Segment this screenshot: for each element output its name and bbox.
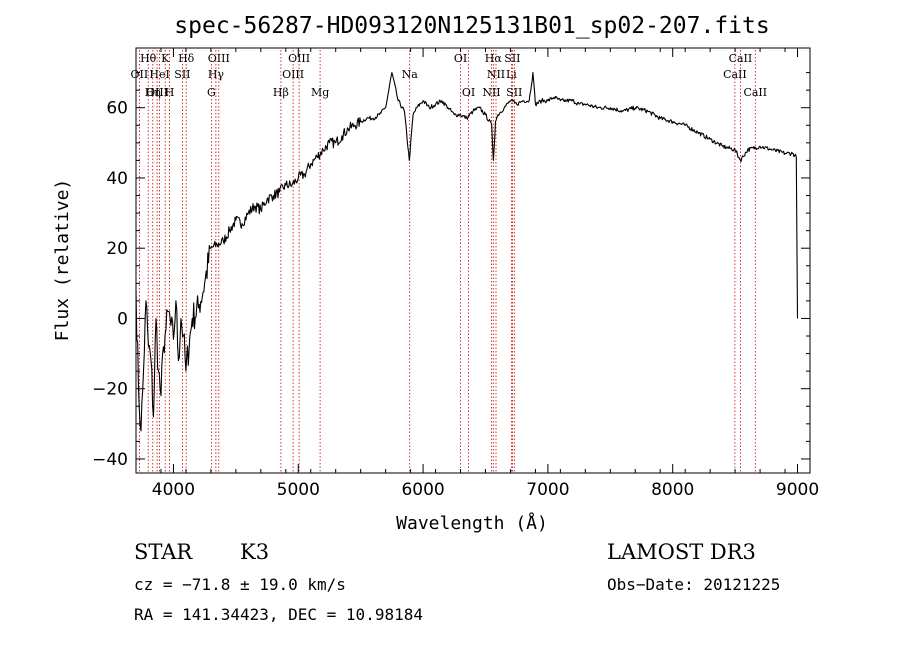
spectral-line-label: CaII: [743, 86, 767, 99]
obs-date: Obs−Date: 20121225: [607, 575, 780, 594]
spectral-line-label: Hδ: [178, 52, 195, 65]
spectral-line-label: HeI: [149, 68, 169, 81]
y-axis: −40 −20 0 20 40 60: [92, 72, 810, 470]
spectral-line-label: CaII: [723, 68, 747, 81]
x-tick-label: 4000: [152, 480, 195, 500]
spectral-line-label: NII: [482, 86, 500, 99]
y-tick-label: 40: [106, 169, 128, 189]
spectral-line-label: Na: [402, 68, 419, 81]
x-tick-label: 9000: [776, 480, 819, 500]
spectrum-line: [135, 72, 799, 432]
chart-title: spec-56287-HD093120N125131B01_sp02-207.f…: [174, 13, 769, 39]
spectral-line-label: Mg: [311, 86, 329, 99]
x-axis-label: Wavelength (Å): [396, 512, 548, 534]
y-axis-label: Flux (relative): [52, 179, 73, 342]
spectral-line-label: OIII: [208, 52, 230, 65]
spectral-line-label: Hη: [145, 86, 161, 99]
y-tick-label: −20: [92, 380, 128, 400]
object-subclass: K3: [240, 540, 269, 564]
spectral-line-label: OI: [462, 86, 475, 99]
redshift-readout: cz = −71.8 ± 19.0 km/s: [134, 575, 346, 594]
spectral-line-markers: [138, 50, 756, 473]
spectral-line-label: NII: [487, 68, 505, 81]
y-tick-label: 0: [117, 309, 128, 329]
spectral-line-label: Hθ: [140, 52, 157, 65]
spectral-line-label: Hβ: [273, 86, 289, 99]
spectral-line-label: CaII: [729, 52, 753, 65]
spectral-line-label: Li: [506, 68, 517, 81]
spectral-line-label: G: [207, 86, 216, 99]
x-axis: 4000 5000 6000 7000 8000 9000: [135, 48, 819, 500]
plot-frame: [135, 47, 811, 474]
spectral-line-label: OII: [131, 68, 149, 81]
spectral-line-label: SII: [504, 52, 520, 65]
x-tick-label: 8000: [651, 480, 694, 500]
spectral-line-label: SII: [506, 86, 522, 99]
object-class: STAR: [134, 540, 193, 564]
spectral-line-label: OIII: [288, 52, 310, 65]
spectral-line-label: Hα: [485, 52, 503, 65]
spectral-line-label: OIII: [282, 68, 304, 81]
x-tick-label: 6000: [401, 480, 444, 500]
coordinates-readout: RA = 141.34423, DEC = 10.98184: [134, 605, 423, 624]
y-tick-label: 20: [106, 239, 128, 259]
x-tick-label: 5000: [277, 480, 320, 500]
spectral-line-label: SII: [174, 68, 190, 81]
survey-name: LAMOST DR3: [607, 540, 756, 564]
x-tick-label: 7000: [526, 480, 569, 500]
y-tick-label: −40: [92, 450, 128, 470]
spectral-line-label: OIII: [146, 86, 168, 99]
spectral-line-label: H: [165, 86, 175, 99]
spectral-line-label: Hγ: [208, 68, 225, 81]
spectral-line-label: K: [161, 52, 170, 65]
spectral-line-label: OI: [454, 52, 467, 65]
y-tick-label: 60: [106, 99, 128, 119]
